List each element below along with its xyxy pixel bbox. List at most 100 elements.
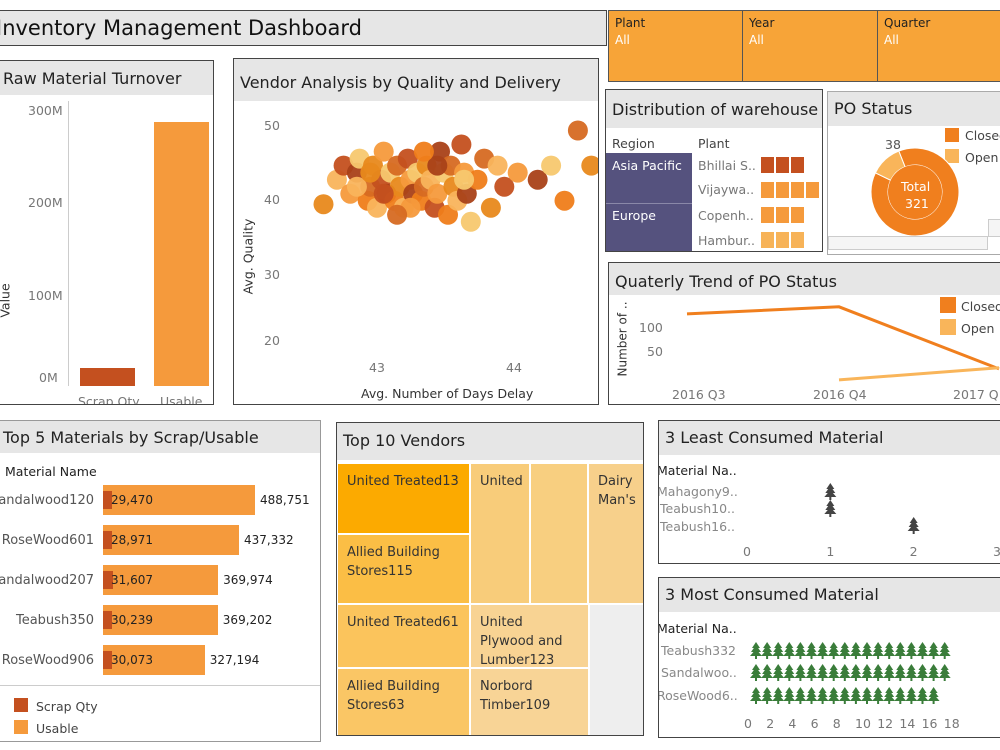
page-title: Inventory Management Dashboard: [0, 16, 362, 40]
tree-icon: [872, 642, 885, 659]
title-bar: Inventory Management Dashboard: [0, 10, 607, 46]
tree-icon: [827, 642, 840, 659]
tree-icon: [750, 664, 762, 681]
region-europe[interactable]: Europe: [606, 203, 692, 251]
tree-icon: [827, 664, 840, 681]
tree-icon: [938, 664, 951, 681]
tree-icon: [816, 642, 829, 659]
most-xtick: 10: [855, 716, 871, 731]
vendor-point: [454, 169, 475, 190]
scrap-bar[interactable]: [103, 531, 112, 549]
filter-quarter-value[interactable]: All: [884, 33, 899, 47]
raw-axis: [68, 101, 69, 386]
vendor-ytick: 50: [264, 118, 280, 133]
vendor-tile[interactable]: Norbord Timber109: [470, 668, 589, 735]
tree-icon: [750, 642, 762, 659]
tree-icon: [894, 664, 907, 681]
scrap-bar[interactable]: [103, 491, 113, 509]
scrap-value: 31,607: [111, 573, 153, 587]
filter-plant-value[interactable]: All: [615, 33, 630, 47]
trend-xtick: 2017 Q1: [953, 387, 1000, 402]
vendor-point: [451, 134, 472, 155]
most-row-label: Teabush332: [661, 643, 737, 658]
material-name: Sandalwood120: [0, 493, 94, 508]
usable-value: 488,751: [260, 493, 310, 507]
po-donut[interactable]: [870, 147, 960, 237]
scrap-bar[interactable]: [103, 611, 113, 629]
vendor-tile[interactable]: United: [470, 463, 530, 604]
trend-legend-open: Open: [961, 321, 995, 336]
plant-label: Hambur..: [698, 233, 756, 248]
usable-bar[interactable]: [103, 485, 255, 515]
usable-bar[interactable]: [103, 645, 205, 675]
po-scrollbar-vertical[interactable]: [988, 219, 1000, 237]
tree-icon: [772, 664, 785, 681]
warehouse-col-plant: Plant: [698, 136, 730, 151]
filter-quarter[interactable]: Quarter All: [877, 10, 1000, 82]
region-asia[interactable]: Asia Pacific: [606, 153, 692, 203]
tree-icon: [805, 687, 818, 704]
warehouse-block[interactable]: [791, 157, 804, 173]
warehouse-block[interactable]: [761, 207, 774, 223]
warehouse-block[interactable]: [791, 232, 804, 248]
warehouse-block[interactable]: [761, 157, 774, 173]
vendor-tile[interactable]: [530, 463, 588, 604]
filter-plant[interactable]: Plant All: [608, 10, 743, 82]
tree-icon: [861, 664, 873, 681]
tree-icon: [824, 500, 837, 517]
usable-bar[interactable]: [103, 525, 239, 555]
usable-bar[interactable]: [103, 565, 219, 595]
usable-bar[interactable]: [154, 122, 209, 386]
warehouse-block[interactable]: [776, 232, 789, 248]
warehouse-block[interactable]: [776, 207, 789, 223]
warehouse-col-region: Region: [612, 136, 655, 151]
usable-bar[interactable]: [103, 605, 218, 635]
top5-title: Top 5 Materials by Scrap/Usable: [0, 421, 320, 453]
vendor-tile-empty[interactable]: [589, 604, 643, 735]
vendor-tile[interactable]: United Treated13: [337, 463, 470, 534]
filter-year[interactable]: Year All: [742, 10, 878, 82]
tree-icon: [894, 642, 907, 659]
vendor-analysis-panel: Vendor Analysis by Quality and Delivery …: [233, 58, 599, 405]
warehouse-block[interactable]: [761, 182, 774, 198]
warehouse-block[interactable]: [776, 182, 789, 198]
most-xtick: 6: [810, 716, 819, 731]
warehouse-block[interactable]: [806, 182, 819, 198]
region-asia-label: Asia Pacific: [612, 158, 682, 173]
vendor-tile[interactable]: Dairy Man's: [588, 463, 643, 604]
tree-icon: [816, 664, 829, 681]
scrap-bar[interactable]: [103, 571, 113, 589]
vendor-point: [487, 155, 508, 176]
tree-icon: [849, 664, 862, 681]
warehouse-block[interactable]: [761, 232, 774, 248]
po-scrollbar[interactable]: [828, 236, 988, 250]
trend-ytick: 50: [647, 344, 663, 359]
warehouse-panel: Distribution of warehouse Region Plant A…: [605, 89, 823, 252]
vendor-xlabel: Avg. Number of Days Delay: [361, 386, 534, 401]
vendor-point: [387, 204, 408, 225]
vendor-point: [413, 141, 434, 162]
vendor-ytick: 30: [264, 267, 280, 282]
donut-center: [888, 165, 942, 219]
tree-icon: [916, 687, 929, 704]
tree-icon: [872, 687, 885, 704]
tree-icon: [805, 664, 818, 681]
tree-icon: [772, 687, 785, 704]
vendor-tile[interactable]: Allied Building Stores63: [337, 668, 470, 735]
warehouse-block[interactable]: [776, 157, 789, 173]
vendor-tile[interactable]: United Treated61: [337, 604, 470, 668]
least-col-header: Material Na..: [658, 463, 737, 478]
vendor-tile[interactable]: Allied Building Stores115: [337, 534, 470, 604]
filter-year-value[interactable]: All: [749, 33, 764, 47]
vendor-ytick: 20: [264, 333, 280, 348]
warehouse-block[interactable]: [791, 207, 804, 223]
vendor-tile[interactable]: United Plywood and Lumber123: [470, 604, 589, 668]
raw-turnover-title: Raw Material Turnover: [0, 61, 213, 95]
scrap-bar[interactable]: [103, 651, 113, 669]
most-title: 3 Most Consumed Material: [659, 578, 1000, 612]
scrap-bar[interactable]: [80, 368, 135, 386]
material-name: Teabush350: [15, 613, 94, 628]
tree-icon: [750, 687, 762, 704]
warehouse-block[interactable]: [791, 182, 804, 198]
trend-xtick: 2016 Q3: [672, 387, 726, 402]
